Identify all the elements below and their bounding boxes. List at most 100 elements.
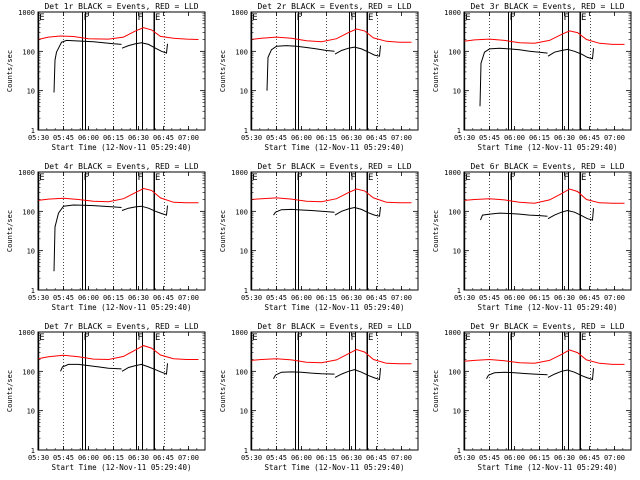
panel-title: Det 8r BLACK = Events, RED = LLD — [257, 322, 411, 331]
interval-bar-label: F — [564, 13, 569, 23]
x-tick-label: 07:00 — [391, 454, 412, 462]
x-tick-label: 06:15 — [316, 134, 337, 142]
interval-bar-label: E — [581, 173, 586, 183]
events-series-line — [547, 48, 594, 60]
events-series-line — [334, 368, 381, 381]
interval-bar-label: E — [465, 333, 470, 343]
x-tick-label: 06:45 — [366, 134, 387, 142]
y-axis-label: Counts/sec — [432, 370, 440, 412]
interval-bar-label: F — [510, 333, 515, 343]
x-tick-label: 05:45 — [53, 134, 74, 142]
y-tick-label: 1000 — [18, 329, 35, 337]
x-axis-label: Start Time (12-Nov-11 05:29:40) — [52, 303, 192, 312]
x-tick-label: 06:15 — [529, 294, 550, 302]
x-tick-label: 07:00 — [604, 454, 625, 462]
x-tick-label: 05:45 — [266, 454, 287, 462]
plot-frame — [37, 331, 206, 451]
interval-bar-label: F — [351, 13, 356, 23]
y-tick-label: 10 — [453, 88, 461, 96]
panel-title: Det 3r BLACK = Events, RED = LLD — [470, 2, 624, 11]
panel-title: Det 4r BLACK = Events, RED = LLD — [44, 162, 198, 171]
interval-bar-label: E — [465, 173, 470, 183]
lld-series-line — [37, 187, 199, 204]
x-tick-label: 07:00 — [178, 134, 199, 142]
x-tick-label: 06:45 — [366, 454, 387, 462]
x-tick-label: 06:15 — [103, 454, 124, 462]
x-tick-label: 06:15 — [529, 454, 550, 462]
x-tick-label: 05:45 — [53, 294, 74, 302]
interval-bar-label: F — [510, 13, 515, 23]
interval-bar-label: E — [155, 173, 160, 183]
x-tick-label: 06:30 — [128, 454, 149, 462]
events-series-line — [334, 45, 381, 57]
events-series-line — [479, 47, 548, 107]
events-series-line — [547, 208, 594, 221]
interval-bar-label: F — [138, 13, 143, 23]
y-axis-label: Counts/sec — [432, 210, 440, 252]
interval-bar-label: E — [252, 173, 257, 183]
y-tick-label: 1000 — [231, 9, 248, 17]
y-tick-label: 1000 — [444, 9, 461, 17]
y-tick-label: 100 — [235, 368, 248, 376]
interval-bar-label: F — [297, 333, 302, 343]
interval-bar-label: E — [368, 13, 373, 23]
y-tick-label: 10 — [27, 88, 35, 96]
x-tick-label: 06:15 — [103, 134, 124, 142]
x-tick-label: 06:45 — [579, 454, 600, 462]
lld-series-line — [250, 188, 412, 204]
x-tick-label: 05:30 — [241, 294, 262, 302]
y-tick-label: 100 — [22, 48, 35, 56]
y-tick-label: 1 — [457, 447, 461, 455]
x-axis-label: Start Time (12-Nov-11 05:29:40) — [265, 143, 405, 152]
lld-series-line — [37, 345, 199, 361]
interval-bar-label: E — [368, 173, 373, 183]
x-tick-label: 06:30 — [554, 454, 575, 462]
y-tick-label: 10 — [27, 408, 35, 416]
x-tick-label: 05:30 — [28, 294, 49, 302]
y-tick-label: 1 — [31, 287, 35, 295]
x-tick-label: 06:15 — [103, 294, 124, 302]
interval-bar-label: E — [581, 333, 586, 343]
events-series-line — [121, 363, 168, 375]
y-tick-label: 10 — [27, 248, 35, 256]
y-tick-label: 100 — [22, 368, 35, 376]
x-tick-label: 05:30 — [28, 454, 49, 462]
events-series-line — [273, 208, 335, 216]
events-series-line — [53, 204, 122, 272]
x-tick-label: 06:00 — [291, 134, 312, 142]
interval-bar-label: E — [39, 173, 44, 183]
interval-bar-label: F — [84, 13, 89, 23]
y-tick-label: 100 — [235, 48, 248, 56]
x-tick-label: 06:45 — [579, 134, 600, 142]
plot-frame — [463, 331, 632, 451]
events-series-line — [121, 42, 168, 54]
plot-frame — [37, 11, 206, 131]
x-tick-label: 07:00 — [604, 134, 625, 142]
x-tick-label: 05:45 — [479, 454, 500, 462]
x-tick-label: 06:15 — [529, 134, 550, 142]
plot-frame — [250, 171, 419, 291]
y-tick-label: 100 — [235, 208, 248, 216]
lld-series-line — [463, 30, 625, 45]
x-tick-label: 06:00 — [504, 134, 525, 142]
x-tick-label: 06:15 — [316, 454, 337, 462]
interval-bar-label: F — [564, 333, 569, 343]
y-tick-label: 100 — [22, 208, 35, 216]
y-tick-label: 1 — [457, 127, 461, 135]
x-tick-label: 05:45 — [266, 134, 287, 142]
y-tick-label: 10 — [240, 248, 248, 256]
x-tick-label: 06:30 — [341, 454, 362, 462]
events-series-line — [53, 39, 122, 93]
x-tick-label: 06:30 — [341, 134, 362, 142]
x-tick-label: 05:45 — [53, 454, 74, 462]
panel-title: Det 9r BLACK = Events, RED = LLD — [470, 322, 624, 331]
x-tick-label: 06:30 — [554, 134, 575, 142]
y-tick-label: 1000 — [231, 329, 248, 337]
interval-bar-label: F — [351, 333, 356, 343]
lld-series-line — [250, 28, 412, 43]
interval-bar-label: E — [252, 13, 257, 23]
